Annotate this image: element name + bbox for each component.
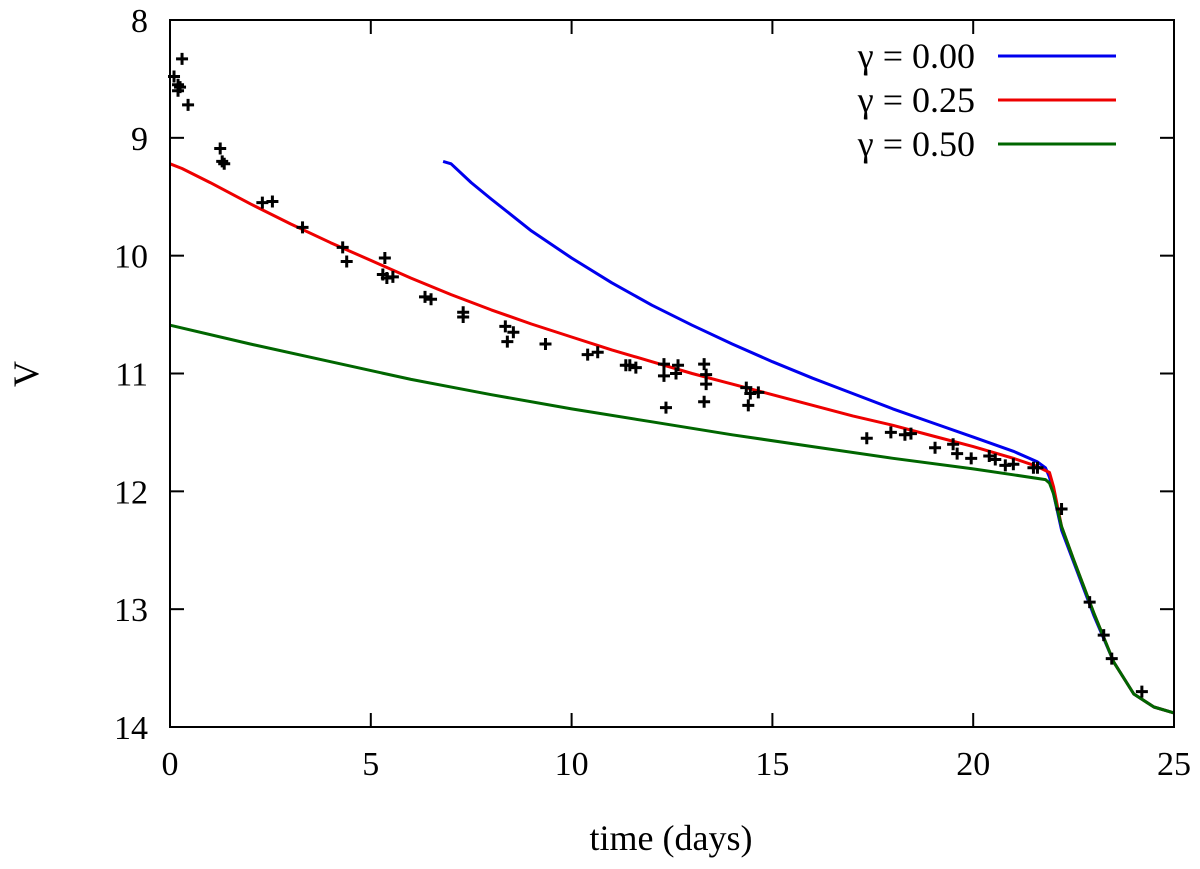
data-point [507, 326, 520, 339]
x-axis-label: time (days) [590, 818, 753, 858]
x-tick-label: 0 [162, 746, 179, 783]
data-point [947, 438, 960, 451]
data-point [623, 359, 636, 372]
series-line-2 [169, 323, 1175, 715]
legend-label-0: γ = 0.00 [857, 36, 975, 76]
data-point [670, 367, 683, 380]
y-tick-label: 13 [114, 592, 148, 629]
x-tick-label: 25 [1157, 746, 1191, 783]
data-point [752, 386, 765, 399]
data-point [457, 310, 470, 323]
data-point [581, 348, 594, 361]
data-point [218, 157, 231, 170]
data-point [884, 426, 897, 439]
data-point [378, 252, 391, 265]
series-layer [169, 159, 1175, 715]
data-point [672, 359, 685, 372]
legend-label-1: γ = 0.25 [857, 80, 975, 120]
legend-label-2: γ = 0.50 [857, 124, 975, 164]
data-point [904, 427, 917, 440]
data-point [176, 52, 189, 65]
data-point [659, 401, 672, 414]
data-point [1135, 685, 1148, 698]
x-tick-label: 5 [362, 746, 379, 783]
data-point [860, 432, 873, 445]
data-point [742, 399, 755, 412]
axis-ticks [169, 19, 1175, 728]
axis-tick-labels: 0 5 10 15 20 25 8 9 10 11 12 13 14 [114, 3, 1191, 783]
data-point [951, 447, 964, 460]
data-point [386, 270, 399, 283]
data-point [1007, 458, 1020, 471]
y-tick-label: 10 [114, 239, 148, 276]
data-point [983, 449, 996, 462]
data-point [216, 155, 229, 168]
data-point [698, 395, 711, 408]
data-point [256, 196, 269, 209]
data-point [965, 452, 978, 465]
data-point [296, 221, 309, 234]
data-point [1055, 503, 1068, 516]
data-point [629, 361, 642, 374]
data-point [214, 142, 227, 155]
data-point [698, 358, 711, 371]
series-line-0 [442, 159, 1175, 715]
data-point [657, 358, 670, 371]
y-axis-label: V [6, 361, 46, 387]
data-point [501, 335, 514, 348]
data-point [340, 255, 353, 268]
data-point [266, 195, 279, 208]
data-point [425, 293, 438, 306]
data-points-layer [168, 52, 1148, 698]
data-point [1083, 596, 1096, 609]
y-tick-label: 9 [131, 121, 148, 158]
x-tick-label: 15 [755, 746, 789, 783]
data-point [657, 369, 670, 382]
data-point [499, 320, 512, 333]
y-tick-label: 11 [115, 357, 148, 394]
data-point [539, 338, 552, 351]
x-tick-label: 10 [555, 746, 589, 783]
series-line-1 [169, 162, 1175, 715]
data-point [989, 453, 1002, 466]
data-point [700, 378, 713, 391]
y-tick-label: 14 [114, 710, 148, 747]
data-point [172, 84, 185, 97]
data-point [336, 241, 349, 254]
y-tick-label: 12 [114, 474, 148, 511]
legend: γ = 0.00γ = 0.25γ = 0.50 [857, 36, 1116, 164]
data-point [182, 98, 195, 111]
data-point [1031, 461, 1044, 474]
data-point [1105, 652, 1118, 665]
data-point [929, 441, 942, 454]
data-point [1097, 629, 1110, 642]
data-point [591, 346, 604, 359]
y-tick-label: 8 [131, 3, 148, 40]
data-point [419, 290, 432, 303]
x-tick-label: 20 [956, 746, 990, 783]
